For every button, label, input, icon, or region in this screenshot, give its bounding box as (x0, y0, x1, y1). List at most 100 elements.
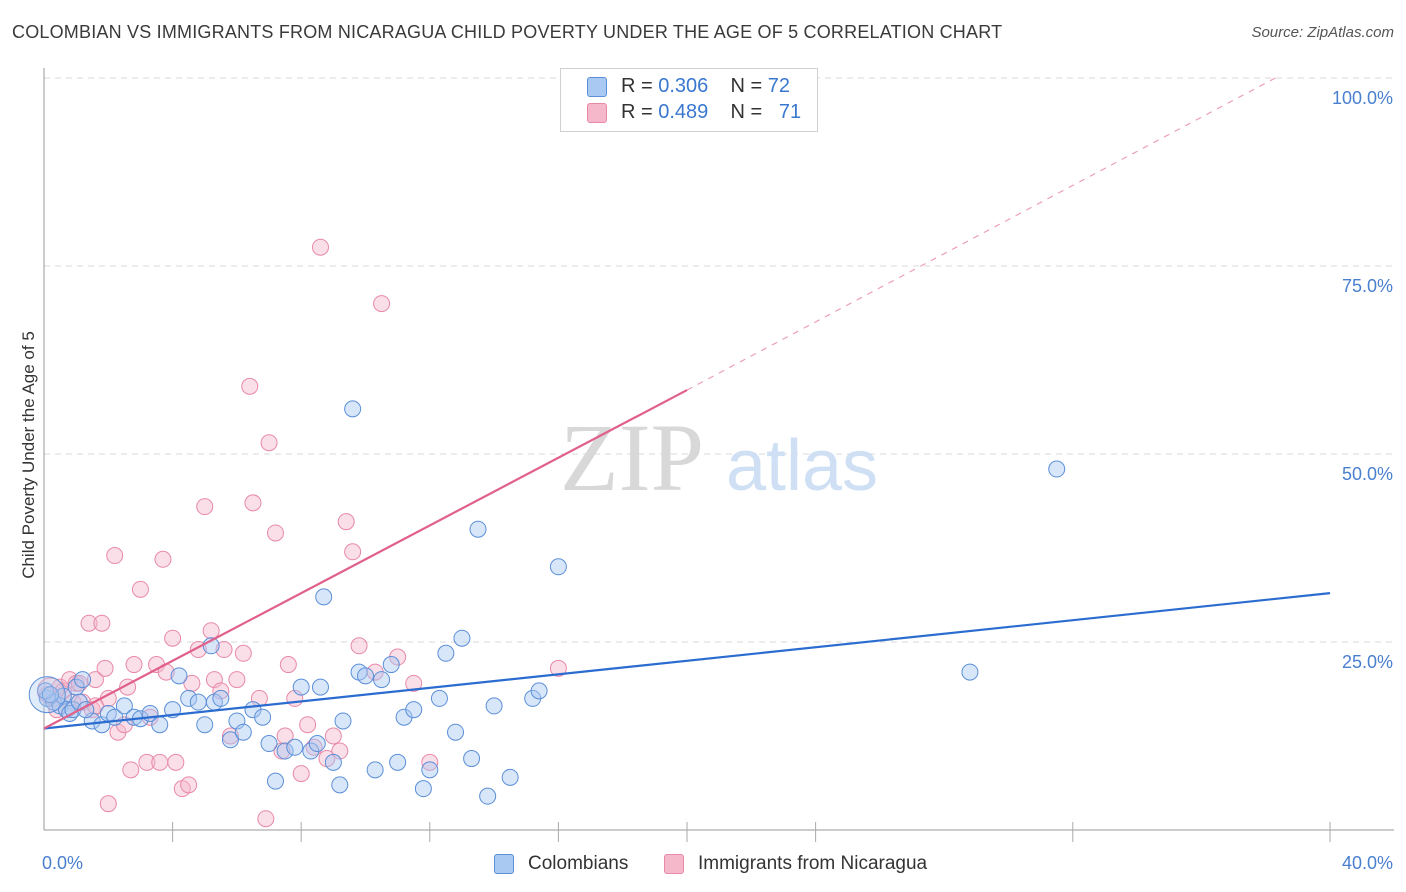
y-tick-label: 100.0% (1332, 88, 1393, 108)
nicaragua-point (260, 434, 278, 452)
colombian-point (54, 687, 72, 705)
nicaragua-point (549, 659, 567, 677)
nicaragua-point (151, 753, 169, 771)
colombian-point (254, 708, 272, 726)
y-tick-label: 25.0% (1342, 652, 1393, 672)
legend-label: Immigrants from Nicaragua (698, 853, 928, 874)
series-colombians-points (28, 400, 1066, 805)
nicaragua-point (241, 377, 259, 395)
colombian-point (196, 716, 214, 734)
colombian-point (961, 663, 979, 681)
colombian-point (308, 735, 326, 753)
x-tick-label: 0.0% (42, 853, 83, 873)
n-value: 72 (767, 75, 791, 97)
colombian-point (430, 689, 448, 707)
chart-title: COLOMBIAN VS IMMIGRANTS FROM NICARAGUA C… (12, 22, 1003, 42)
r-value: 0.489 (658, 101, 709, 123)
colombian-point (437, 644, 455, 662)
colombian-point (170, 667, 188, 685)
colombian-point (463, 750, 481, 768)
nicaragua-trend-extension (686, 77, 1276, 391)
x-tick-labels: 0.0% 40.0% (42, 853, 1393, 873)
colombian-point (221, 731, 239, 749)
colombian-point (485, 697, 503, 715)
colombian-point (366, 761, 384, 779)
nicaragua-point (167, 753, 185, 771)
nicaragua-point (373, 295, 391, 313)
nicaragua-point (257, 810, 275, 828)
nicaragua-point (125, 656, 143, 674)
nicaragua-trend-line (43, 389, 688, 730)
nicaragua-point (311, 238, 329, 256)
colombian-point (324, 753, 342, 771)
r-label: R = (621, 75, 659, 97)
colombian-point (28, 676, 66, 714)
nicaragua-point (202, 622, 220, 640)
nicaragua-point (164, 629, 182, 647)
colombian-point (292, 678, 310, 696)
series-legend: Colombians Immigrants from Nicaragua (0, 850, 1406, 880)
colombian-point (344, 400, 362, 418)
y-tick-label: 75.0% (1342, 276, 1393, 296)
nicaragua-point (96, 659, 114, 677)
x-ticks (172, 822, 1331, 842)
nicaragua-point (122, 761, 140, 779)
nicaragua-point (221, 727, 239, 745)
nicaragua-point (344, 543, 362, 561)
nicaragua-point (80, 614, 98, 632)
y-tick-labels: 25.0% 50.0% 75.0% 100.0% (1332, 88, 1393, 672)
colombian-point (405, 701, 423, 719)
colombian-point (549, 558, 567, 576)
colombian-point (469, 520, 487, 538)
x-tick-label: 40.0% (1342, 853, 1393, 873)
colombian-point (41, 686, 59, 704)
colombian-point (311, 678, 329, 696)
watermark: ZIP atlas (560, 404, 878, 511)
colombian-point (115, 697, 133, 715)
nicaragua-point (337, 513, 355, 531)
colombian-point (382, 656, 400, 674)
colombian-point (421, 761, 439, 779)
colombian-point (180, 689, 198, 707)
nicaragua-point (215, 641, 233, 659)
nicaragua-point (154, 550, 172, 568)
nicaragua-point (279, 656, 297, 674)
y-tick-label: 50.0% (1342, 464, 1393, 484)
colombian-point (234, 723, 252, 741)
gridlines (44, 77, 1394, 643)
nicaragua-point (324, 727, 342, 745)
r-value: 0.306 (658, 75, 709, 97)
watermark-atlas: atlas (726, 426, 878, 506)
colombian-point (479, 787, 497, 805)
axes (43, 68, 1394, 831)
legend-swatch-pink (664, 854, 684, 874)
colombian-point (286, 738, 304, 756)
nicaragua-point (228, 671, 246, 689)
n-value: 71 (778, 101, 802, 123)
legend-swatch-blue (494, 854, 514, 874)
colombian-point (266, 772, 284, 790)
nicaragua-point (196, 498, 214, 516)
colombian-point (260, 735, 278, 753)
colombian-point (530, 682, 548, 700)
colombian-point (74, 671, 92, 689)
colombian-point (212, 689, 230, 707)
colombian-point (357, 667, 374, 685)
colombians-trend-line (43, 592, 1331, 730)
y-axis-label: Child Poverty Under the Age of 5 (19, 331, 38, 579)
colombian-point (189, 693, 207, 711)
correlation-legend: R = 0.306 N = 72 R = 0.489 N = 71 (560, 68, 818, 132)
nicaragua-point (93, 614, 111, 632)
colombian-point (331, 776, 349, 794)
colombian-point (373, 671, 391, 689)
nicaragua-point (106, 547, 124, 565)
nicaragua-point (131, 580, 149, 598)
nicaragua-point (299, 716, 317, 734)
watermark-zip: ZIP (560, 404, 704, 511)
colombian-point (501, 768, 519, 786)
trend-lines (43, 77, 1331, 730)
colombian-point (151, 716, 169, 734)
legend-swatch-blue (587, 77, 607, 97)
nicaragua-point (180, 776, 198, 794)
